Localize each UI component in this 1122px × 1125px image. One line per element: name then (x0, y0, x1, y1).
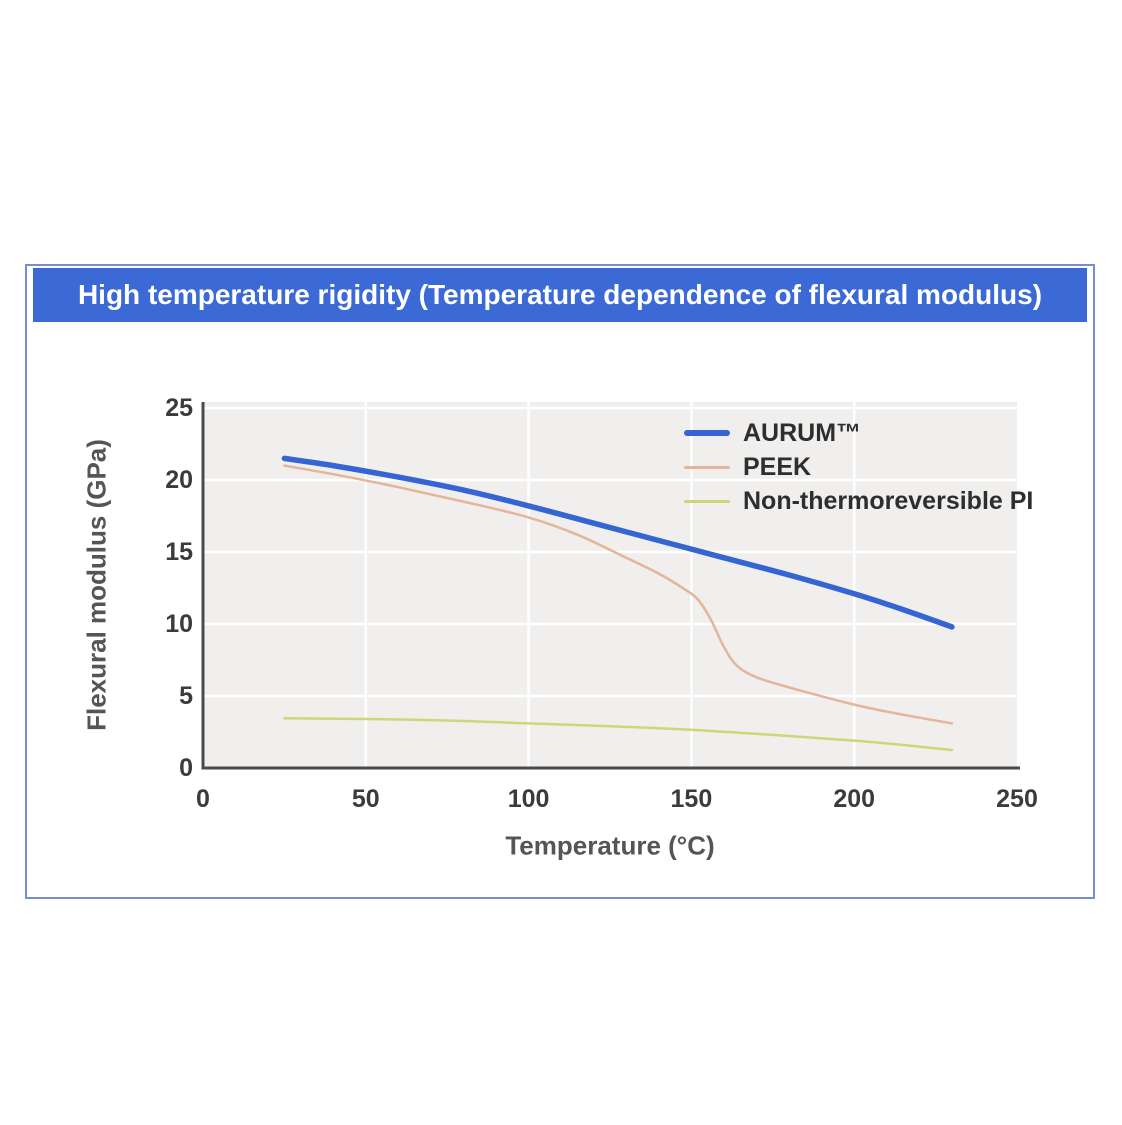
series-line-0 (281, 455, 955, 630)
x-tick-label: 100 (507, 785, 550, 813)
panel-header: High temperature rigidity (Temperature d… (33, 268, 1087, 322)
x-tick-label: 200 (833, 785, 876, 813)
series-line-1 (283, 464, 954, 725)
legend-label: AURUM™ (743, 418, 862, 447)
x-tick-label: 250 (996, 785, 1038, 813)
panel-title: High temperature rigidity (Temperature d… (77, 279, 1043, 310)
series-line-2 (283, 717, 954, 752)
y-axis-label: Flexural modulus (GPa) (81, 439, 112, 731)
x-tick-label: 50 (351, 785, 380, 813)
chart-area: Temperature (°C) Flexural modulus (GPa) … (27, 266, 1093, 895)
chart-svg (201, 402, 1020, 770)
legend-line-swatch-icon (684, 499, 730, 503)
legend-item-1: PEEK (684, 450, 1033, 484)
legend-label: Non-thermoreversible PI (743, 486, 1034, 515)
panel: High temperature rigidity (Temperature d… (25, 264, 1095, 899)
axis-lines (201, 402, 1020, 770)
x-tick-label: 0 (196, 785, 210, 813)
y-tick-label: 0 (179, 754, 193, 782)
legend-item-2: Non-thermoreversible PI (684, 484, 1033, 518)
legend-line-swatch-icon (684, 465, 730, 469)
y-tick-label: 15 (165, 538, 193, 566)
legend-item-0: AURUM™ (684, 416, 1033, 450)
x-tick-label: 150 (670, 785, 713, 813)
legend-label: PEEK (743, 452, 812, 481)
x-axis-label: Temperature (°C) (505, 830, 715, 861)
y-tick-label: 20 (165, 466, 193, 494)
y-tick-label: 25 (165, 394, 193, 422)
legend: AURUM™ PEEK Non-thermoreversible PI (684, 416, 1033, 518)
plot-background (203, 402, 1017, 768)
y-tick-label: 5 (179, 682, 193, 710)
y-tick-label: 10 (165, 610, 193, 638)
legend-line-swatch-icon (684, 430, 730, 436)
